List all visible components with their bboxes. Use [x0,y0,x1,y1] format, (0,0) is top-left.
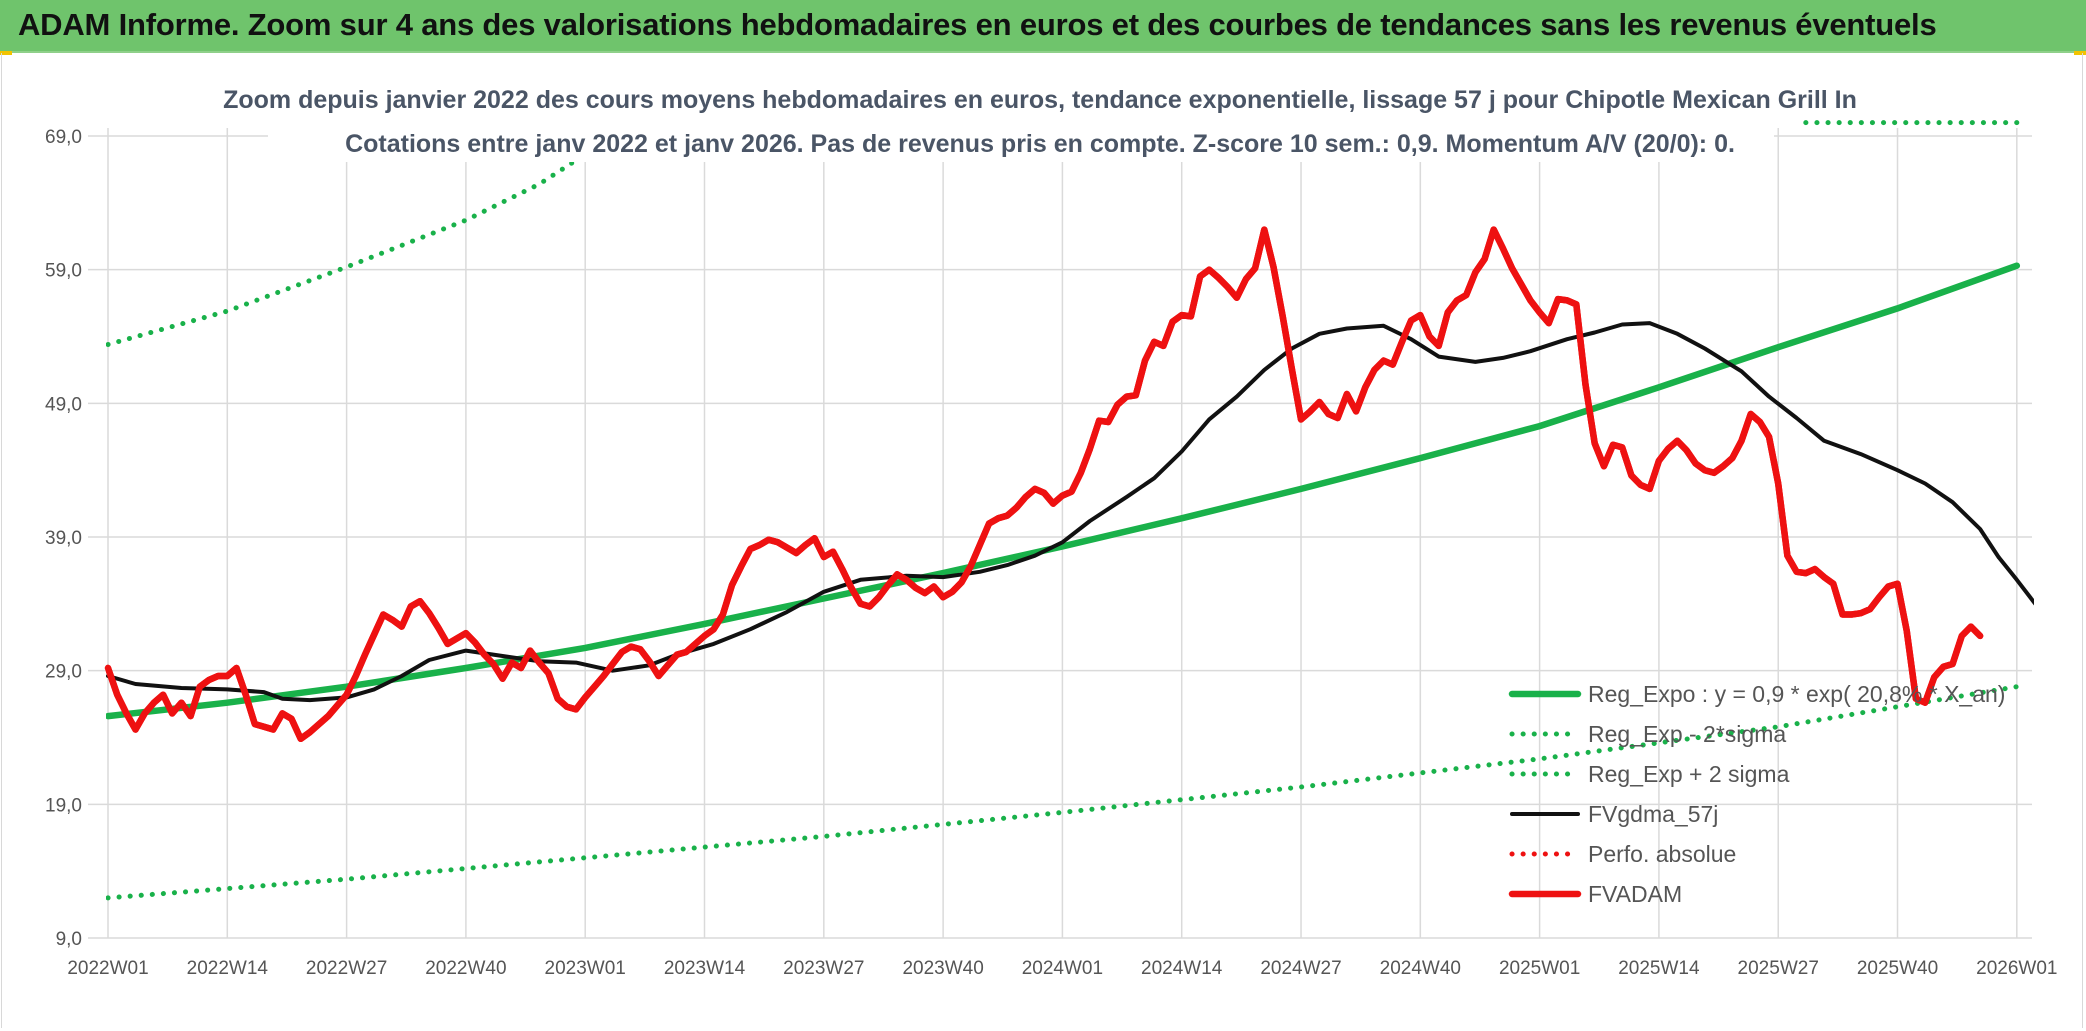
x-tick-label: 2024W14 [1141,958,1223,979]
chart-series [104,120,2034,901]
x-tick-label: 2022W14 [187,958,269,979]
y-tick-label: 59,0 [45,261,82,282]
corner-marker-right [2074,51,2086,55]
report-title: ADAM Informe. Zoom sur 4 ans des valoris… [18,7,1937,42]
legend-label: Reg_Exp + 2 sigma [1588,761,1790,787]
y-tick-label: 29,0 [45,662,82,683]
series-fvgdma-57j [106,321,2001,703]
x-tick-label: 2025W14 [1618,958,1700,979]
chart-grid [88,128,2032,939]
x-tick-label: 2024W01 [1022,958,1103,979]
x-tick-label: 2022W40 [425,958,506,979]
x-tick-label: 2023W14 [664,958,746,979]
corner-marker-left [0,51,12,55]
x-tick-label: 2023W40 [902,958,983,979]
x-tick-label: 2023W27 [783,958,864,979]
x-tick-label: 2022W01 [67,958,148,979]
series-reg-exp-2-sigma [106,128,633,347]
chart-subtitle-line-2: Cotations entre janv 2022 et janv 2026. … [345,130,1735,158]
subtitle-backdrop [268,82,1774,162]
x-tick-label: 2022W27 [306,958,387,979]
x-tick-label: 2024W27 [1260,958,1341,979]
y-tick-label: 39,0 [45,528,82,549]
chart-frame [1,53,2083,1028]
series-reg-exp-2-sigma [106,684,2020,901]
y-tick-label: 49,0 [45,394,82,415]
x-tick-label: 2023W01 [545,958,626,979]
x-tick-label: 2025W27 [1738,958,1819,979]
series-fvgdma-tail [1996,555,2034,606]
x-axis-labels: 2022W01 2022W14 2022W27 2022W40 2023W01 2023W… [67,958,2057,979]
x-tick-label: 2025W40 [1857,958,1938,979]
legend-label: Reg_Exp - 2*sigma [1588,721,1786,747]
legend-label: Perfo. absolue [1588,841,1736,867]
y-tick-label: 69,0 [45,127,82,148]
series-reg-expo-y-0-9-exp-20-8-x-an [106,262,2021,720]
series-fvadam-top [104,226,1984,743]
legend-label: Reg_Expo : y = 0,9 * exp( 20,8% * X_an) [1588,681,2005,707]
y-axis-labels: 9,0 19,0 29,0 39,0 49,0 59,0 69,0 [45,127,82,950]
report-banner: ADAM Informe. Zoom sur 4 ans des valoris… [0,0,2086,53]
y-tick-label: 19,0 [45,795,82,816]
legend-label: FVgdma_57j [1588,801,1718,827]
series-fvadam [106,226,1984,743]
x-tick-label: 2026W01 [1976,958,2057,979]
chart-legend: Reg_Expo : y = 0,9 * exp( 20,8% * X_an) R… [1508,681,2005,907]
x-tick-label: 2025W01 [1499,958,1580,979]
y-tick-label: 9,0 [56,929,82,950]
legend-label: FVADAM [1588,881,1682,907]
x-tick-label: 2024W40 [1380,958,1461,979]
chart-subtitle-line-1: Zoom depuis janvier 2022 des cours moyen… [223,86,1857,114]
